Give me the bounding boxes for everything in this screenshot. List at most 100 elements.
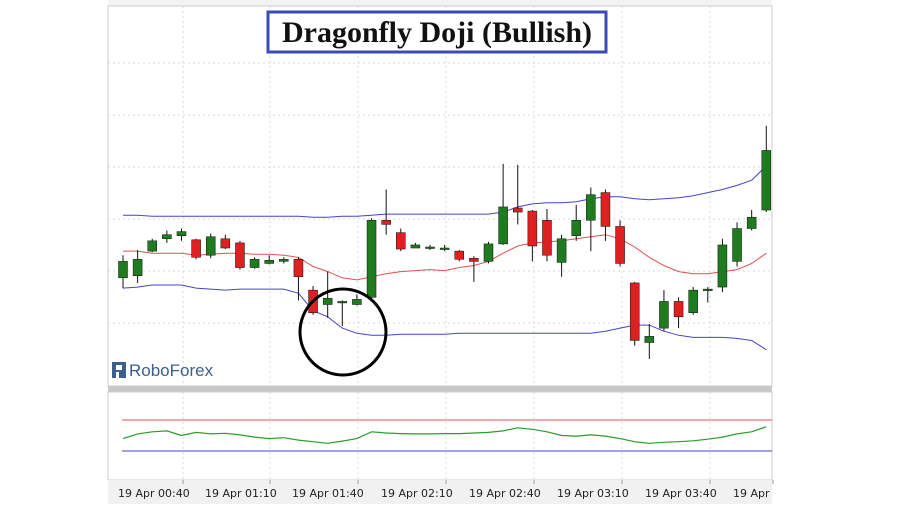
x-axis-strip xyxy=(108,480,772,504)
candle xyxy=(132,250,143,283)
bull-candle-body xyxy=(732,228,742,262)
bull-candle-body xyxy=(162,234,172,240)
x-tick-label: 19 Apr 01:40 xyxy=(292,487,364,500)
candle xyxy=(629,281,640,346)
oscillator-line xyxy=(122,426,767,444)
bear-candle-body xyxy=(293,259,304,278)
bull-candle-body xyxy=(556,238,567,263)
candle xyxy=(746,210,757,231)
bull-candle-body xyxy=(659,301,669,329)
bull-candle-body xyxy=(249,259,260,268)
chart-title: Dragonfly Doji (Bullish) xyxy=(282,16,592,49)
candle xyxy=(264,255,274,265)
bull-candle-body xyxy=(717,244,728,288)
bollinger-bands xyxy=(122,165,767,351)
bear-candle-body xyxy=(512,207,523,213)
candle xyxy=(703,287,713,303)
bear-candle-body xyxy=(396,232,406,250)
roboforex-logo: RoboForex xyxy=(112,361,214,380)
bull-candle-body xyxy=(322,298,333,305)
candle xyxy=(659,290,669,332)
candle xyxy=(381,189,391,235)
candle xyxy=(118,255,128,289)
candle xyxy=(162,230,172,243)
candle xyxy=(498,163,508,245)
candle xyxy=(322,271,333,318)
candle xyxy=(717,238,728,293)
bear-candle-body xyxy=(469,258,479,262)
bull-candle-body xyxy=(366,220,377,298)
bull-candle-body xyxy=(688,289,698,313)
bear-candle-body xyxy=(381,220,391,225)
bull-candle-body xyxy=(352,299,362,305)
bear-candle-body xyxy=(600,192,611,227)
bear-candle-body xyxy=(191,239,201,258)
candle xyxy=(396,228,406,252)
bear-candle-body xyxy=(615,226,625,264)
x-tick-label: 19 Apr 01:10 xyxy=(205,487,277,500)
x-tick-label: 19 Apr 02:10 xyxy=(381,487,453,500)
panel-separator xyxy=(108,386,772,392)
bollinger-middle-line xyxy=(123,234,767,281)
candle xyxy=(483,241,494,264)
bull-candle-body xyxy=(703,288,713,291)
candle xyxy=(249,257,260,269)
bull-candle-body xyxy=(586,194,596,221)
bull-candle-body xyxy=(118,261,128,279)
x-tick-label: 19 Apr 03:10 xyxy=(557,487,629,500)
grid-lines xyxy=(108,6,772,480)
candle xyxy=(293,257,304,301)
candle xyxy=(600,189,611,241)
candle xyxy=(410,242,421,249)
bear-candle-body xyxy=(454,250,465,260)
x-tick-label: 19 Apr 00:40 xyxy=(118,487,190,500)
indicator-panel xyxy=(107,391,773,481)
candle xyxy=(673,297,684,329)
candle xyxy=(586,187,596,252)
bull-candle-body xyxy=(410,244,421,249)
bull-candle-body xyxy=(483,243,494,262)
candle xyxy=(542,209,552,262)
candle xyxy=(191,238,201,260)
main-panel xyxy=(107,5,773,387)
bull-candle-body xyxy=(644,336,655,343)
candle xyxy=(644,324,655,359)
top-strip xyxy=(108,0,772,6)
bull-candle-body xyxy=(147,240,157,252)
bull-candle-body xyxy=(205,236,216,256)
bear-candle-body xyxy=(527,210,538,247)
candle xyxy=(352,294,362,306)
candle xyxy=(220,234,231,250)
oscillator-layer xyxy=(122,419,772,452)
x-axis-ticks: 19 Apr 00:40 19 Apr 01:10 19 Apr 01:40 19 A… xyxy=(118,480,774,500)
candle xyxy=(571,204,581,241)
x-tick-label: 19 Apr xyxy=(733,487,770,500)
candle xyxy=(469,256,479,282)
x-tick-label: 19 Apr 03:40 xyxy=(645,487,717,500)
candle xyxy=(235,240,245,270)
bull-candle-body xyxy=(746,216,757,229)
candle xyxy=(425,244,435,251)
x-tick-label: 19 Apr 02:40 xyxy=(469,487,541,500)
bull-candle-body xyxy=(439,247,450,250)
bull-candle-body xyxy=(264,260,274,264)
candle xyxy=(732,222,742,267)
candle xyxy=(556,234,567,277)
bollinger-lower-line xyxy=(122,284,767,351)
candle xyxy=(688,287,698,315)
bull-candle-body xyxy=(337,301,348,304)
candle xyxy=(279,257,289,264)
candles-layer xyxy=(118,125,772,359)
title-box xyxy=(266,10,608,54)
candle xyxy=(615,220,625,267)
bull-candle-body xyxy=(498,206,508,245)
candle xyxy=(205,233,216,259)
candle xyxy=(527,210,538,262)
candle xyxy=(176,228,187,241)
candle xyxy=(337,300,348,327)
bear-candle-body xyxy=(220,238,231,249)
candle xyxy=(454,250,465,262)
bull-candle-body xyxy=(425,246,435,249)
bull-candle-body xyxy=(279,259,289,262)
